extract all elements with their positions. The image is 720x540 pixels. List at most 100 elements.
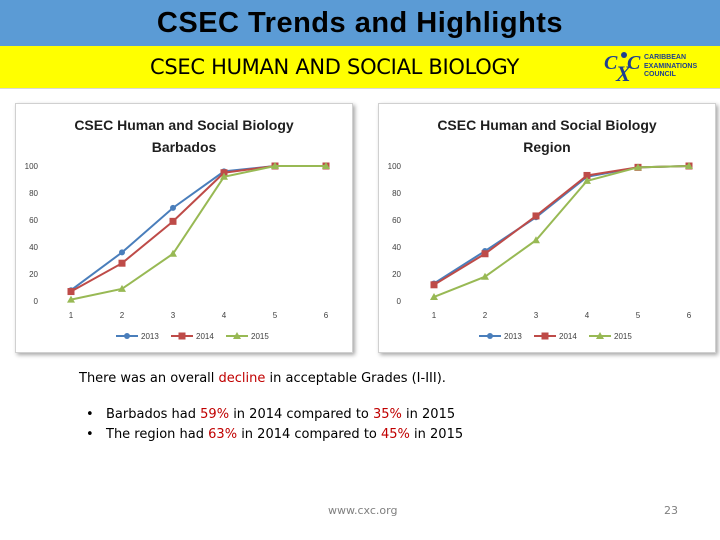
x-tick-label: 6 xyxy=(324,311,329,320)
bullet-text: in 2014 compared to xyxy=(229,407,374,422)
data-point-2015 xyxy=(634,163,642,171)
bullet-region: The region had 63% in 2014 compared to 4… xyxy=(106,427,463,442)
y-tick-label: 0 xyxy=(397,297,402,306)
bullet-text: Barbados had xyxy=(106,407,201,422)
bullet-text: The region had xyxy=(106,427,209,442)
bullet-marker: • xyxy=(86,427,94,442)
data-point-2015 xyxy=(220,172,228,180)
data-point-2014 xyxy=(583,171,591,179)
x-tick-label: 5 xyxy=(273,311,278,320)
legend-marker xyxy=(487,333,493,339)
cxc-logo: C X C CARIBBEAN EXAMINATIONS COUNCIL xyxy=(602,47,714,87)
series-line-2014 xyxy=(70,165,326,293)
y-tick-label: 80 xyxy=(29,189,38,198)
y-tick-label: 40 xyxy=(392,243,401,252)
legend-marker xyxy=(178,332,186,340)
data-point-2015 xyxy=(67,295,75,303)
data-point-2014 xyxy=(430,281,438,289)
logo-line: COUNCIL xyxy=(644,71,676,78)
x-tick-label: 1 xyxy=(69,311,74,320)
x-tick-label: 3 xyxy=(534,311,539,320)
chart-region-svg: CSEC Human and Social Biology Region 0 20 40… xyxy=(388,117,693,341)
series-line-2014 xyxy=(433,165,690,286)
svg-text:C: C xyxy=(627,52,641,74)
x-tick-label: 5 xyxy=(636,311,641,320)
chart-title: Barbados xyxy=(152,139,217,155)
series-line-2015 xyxy=(433,165,690,298)
intro-text-start: There was an overall xyxy=(79,371,219,386)
data-point-2014 xyxy=(118,259,126,267)
cxc-logo-text: CARIBBEAN EXAMINATIONS COUNCIL xyxy=(644,54,714,80)
x-tick-label: 2 xyxy=(120,311,125,320)
legend-marker xyxy=(541,332,549,340)
legend-marker xyxy=(596,332,604,339)
data-point-2015 xyxy=(118,284,126,292)
x-tick-label: 6 xyxy=(687,311,692,320)
bullet-value: 45% xyxy=(381,427,410,442)
legend-label: 2014 xyxy=(196,332,214,341)
logo-line: CARIBBEAN xyxy=(644,54,686,61)
y-tick-label: 100 xyxy=(25,162,39,171)
legend-label: 2015 xyxy=(614,332,632,341)
chart-title: CSEC Human and Social Biology xyxy=(74,117,294,133)
x-tick-label: 1 xyxy=(432,311,437,320)
slide-title: CSEC Trends and Highlights xyxy=(156,7,564,39)
data-point-2015 xyxy=(583,176,591,184)
bullet-barbados: Barbados had 59% in 2014 compared to 35%… xyxy=(106,407,455,422)
bullet-text: in 2015 xyxy=(401,407,456,422)
legend-marker xyxy=(124,333,130,339)
x-tick-label: 2 xyxy=(483,311,488,320)
svg-text:X: X xyxy=(615,61,632,86)
legend-label: 2015 xyxy=(251,332,269,341)
chart-barbados: CSEC Human and Social Biology Barbados 0 20… xyxy=(15,103,353,353)
intro-highlight: decline xyxy=(218,371,266,386)
page-number: 23 xyxy=(664,504,678,517)
series-line-2015 xyxy=(70,165,326,301)
legend-marker xyxy=(233,332,241,339)
data-point-2013 xyxy=(119,249,125,256)
chart-title: CSEC Human and Social Biology xyxy=(437,117,657,133)
y-tick-label: 40 xyxy=(29,243,38,252)
data-point-2015 xyxy=(271,162,279,169)
intro-text-end: in acceptable Grades (I-III). xyxy=(265,371,446,386)
chart-title: Region xyxy=(523,139,570,155)
legend-label: 2014 xyxy=(559,332,577,341)
bullet-text: in 2015 xyxy=(409,427,464,442)
x-tick-label: 3 xyxy=(171,311,176,320)
title-bar: CSEC Trends and Highlights xyxy=(0,0,720,46)
y-tick-label: 60 xyxy=(392,216,401,225)
data-point-2014 xyxy=(169,217,177,225)
bullet-text: in 2014 compared to xyxy=(237,427,382,442)
data-point-2015 xyxy=(532,236,540,244)
slide-subtitle: CSEC HUMAN AND SOCIAL BIOLOGY xyxy=(150,55,519,79)
chart-region: CSEC Human and Social Biology Region 0 20 40… xyxy=(378,103,716,353)
data-point-2014 xyxy=(532,212,540,220)
x-tick-label: 4 xyxy=(585,311,590,320)
data-point-2014 xyxy=(67,288,75,296)
data-point-2015 xyxy=(322,162,330,169)
y-tick-label: 80 xyxy=(392,189,401,198)
bullet-marker: • xyxy=(86,407,94,422)
bullet-value: 59% xyxy=(200,407,230,422)
data-point-2015 xyxy=(169,249,177,257)
data-point-2013 xyxy=(170,204,176,211)
data-point-2015 xyxy=(430,292,438,300)
y-tick-label: 20 xyxy=(29,270,38,279)
data-point-2015 xyxy=(481,272,489,280)
legend-label: 2013 xyxy=(141,332,159,341)
x-tick-label: 4 xyxy=(222,311,227,320)
svg-text:C: C xyxy=(604,52,618,74)
logo-line: EXAMINATIONS xyxy=(644,62,698,70)
legend-label: 2013 xyxy=(504,332,522,341)
series-line-2013 xyxy=(433,165,690,285)
bullet-value: 35% xyxy=(373,407,402,422)
cxc-logo-mark-icon: C X C xyxy=(604,52,641,86)
y-tick-label: 20 xyxy=(392,270,401,279)
y-tick-label: 0 xyxy=(34,297,39,306)
data-point-2014 xyxy=(220,169,228,177)
subtitle-bar: CSEC HUMAN AND SOCIAL BIOLOGY xyxy=(0,46,720,89)
data-point-2015 xyxy=(685,162,693,169)
data-point-2014 xyxy=(481,250,489,258)
series-line-2013 xyxy=(70,165,326,292)
chart-barbados-svg: CSEC Human and Social Biology Barbados 0 20… xyxy=(25,117,330,341)
